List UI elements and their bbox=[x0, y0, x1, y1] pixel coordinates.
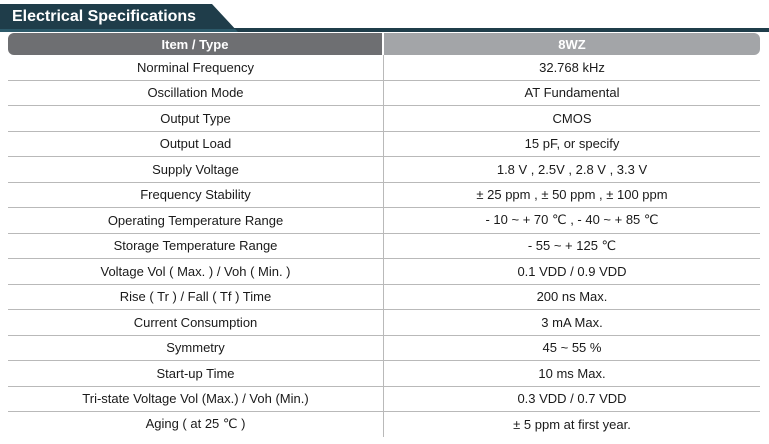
section-title: Electrical Specifications bbox=[12, 8, 197, 25]
row-value: - 55 ~ + 125 ℃ bbox=[384, 234, 760, 259]
row-item: Symmetry bbox=[8, 335, 384, 361]
row-value: 15 pF, or specify bbox=[384, 132, 760, 157]
row-value: 32.768 kHz bbox=[384, 55, 760, 81]
electrical-specifications-table: Item / Type 8WZ Norminal Frequency 32.76… bbox=[8, 33, 760, 437]
row-value: 45 ~ 55 % bbox=[384, 336, 760, 361]
table-row: Norminal Frequency 32.768 kHz bbox=[8, 55, 760, 81]
table-row: Rise ( Tr ) / Fall ( Tf ) Time 200 ns Ma… bbox=[8, 284, 760, 310]
table-row: Output Load 15 pF, or specify bbox=[8, 131, 760, 157]
table-row: Start-up Time 10 ms Max. bbox=[8, 361, 760, 387]
row-item: Norminal Frequency bbox=[8, 55, 384, 81]
row-item: Current Consumption bbox=[8, 310, 384, 336]
section-title-bar: Electrical Specifications bbox=[0, 0, 769, 34]
header-item-type: Item / Type bbox=[8, 33, 384, 55]
row-item: Output Type bbox=[8, 106, 384, 132]
table-header-row: Item / Type 8WZ bbox=[8, 33, 760, 55]
row-value: CMOS bbox=[384, 106, 760, 132]
table-row: Current Consumption 3 mA Max. bbox=[8, 310, 760, 336]
row-value: 1.8 V , 2.5V , 2.8 V , 3.3 V bbox=[384, 157, 760, 183]
row-item: Voltage Vol ( Max. ) / Voh ( Min. ) bbox=[8, 259, 384, 285]
header-model: 8WZ bbox=[384, 33, 760, 55]
title-tab bbox=[0, 4, 238, 32]
row-value: AT Fundamental bbox=[384, 81, 760, 106]
table-row: Output Type CMOS bbox=[8, 106, 760, 132]
table-row: Frequency Stability ± 25 ppm , ± 50 ppm … bbox=[8, 182, 760, 208]
row-value: 200 ns Max. bbox=[384, 285, 760, 310]
table-row: Voltage Vol ( Max. ) / Voh ( Min. ) 0.1 … bbox=[8, 259, 760, 285]
title-underline bbox=[228, 28, 769, 32]
row-item: Supply Voltage bbox=[8, 157, 384, 183]
table-row: Supply Voltage 1.8 V , 2.5V , 2.8 V , 3.… bbox=[8, 157, 760, 183]
table-row: Tri-state Voltage Vol (Max.) / Voh (Min.… bbox=[8, 386, 760, 412]
row-value: 0.3 VDD / 0.7 VDD bbox=[384, 387, 760, 412]
row-value: 0.1 VDD / 0.9 VDD bbox=[384, 259, 760, 285]
row-item: Start-up Time bbox=[8, 361, 384, 387]
row-item: Storage Temperature Range bbox=[8, 233, 384, 259]
row-value: 10 ms Max. bbox=[384, 361, 760, 387]
row-value: ± 5 ppm at first year. bbox=[513, 416, 631, 432]
table-row: Storage Temperature Range - 55 ~ + 125 ℃ bbox=[8, 233, 760, 259]
row-value: - 10 ~ + 70 ℃ , - 40 ~ + 85 ℃ bbox=[384, 208, 760, 234]
table-row: Operating Temperature Range - 10 ~ + 70 … bbox=[8, 208, 760, 234]
row-item: Oscillation Mode bbox=[8, 80, 384, 106]
row-item: Frequency Stability bbox=[8, 182, 384, 208]
row-item: Aging ( at 25 ℃ ) bbox=[8, 412, 384, 437]
row-value: 3 mA Max. bbox=[384, 310, 760, 336]
row-value: ± 25 ppm , ± 50 ppm , ± 100 ppm bbox=[384, 183, 760, 208]
table-row: Oscillation Mode AT Fundamental bbox=[8, 80, 760, 106]
table-row: Aging ( at 25 ℃ ) ± 5 ppm at first year. bbox=[8, 412, 760, 437]
row-item: Output Load bbox=[8, 131, 384, 157]
row-item: Rise ( Tr ) / Fall ( Tf ) Time bbox=[8, 284, 384, 310]
row-item: Tri-state Voltage Vol (Max.) / Voh (Min.… bbox=[8, 386, 384, 412]
row-item: Operating Temperature Range bbox=[8, 208, 384, 234]
table-row: Symmetry 45 ~ 55 % bbox=[8, 335, 760, 361]
